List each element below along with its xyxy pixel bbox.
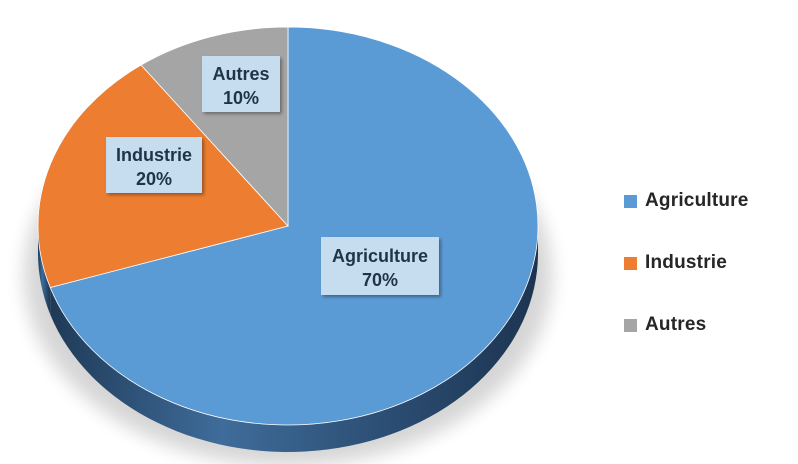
legend-label-agriculture: Agriculture: [645, 190, 749, 211]
data-label-name-autres: Autres: [212, 64, 269, 84]
data-label-value-industrie: 20%: [136, 169, 172, 189]
data-label-box-autres: [202, 56, 280, 112]
data-label-name-industrie: Industrie: [116, 145, 192, 165]
legend: Agriculture Industrie Autres: [624, 170, 794, 356]
data-label-name-agriculture: Agriculture: [332, 246, 428, 266]
legend-swatch-autres: [624, 318, 637, 332]
legend-swatch-industrie: [624, 256, 637, 270]
pie-chart: Agriculture 70% Industrie 20% Autres 10%: [24, 26, 552, 464]
data-label-agriculture: Agriculture 70%: [321, 237, 439, 295]
legend-item-industrie: Industrie: [624, 232, 794, 294]
data-label-box-industrie: [106, 137, 202, 193]
legend-item-agriculture: Agriculture: [624, 170, 794, 232]
data-label-industrie: Industrie 20%: [106, 137, 202, 193]
data-label-autres: Autres 10%: [202, 56, 280, 112]
legend-label-industrie: Industrie: [645, 252, 728, 273]
data-label-box-agriculture: [321, 237, 439, 295]
legend-swatch-agriculture: [624, 194, 637, 208]
slice-agriculture: [49, 26, 539, 426]
legend-label-autres: Autres: [645, 314, 707, 335]
data-label-value-autres: 10%: [223, 88, 259, 108]
legend-item-autres: Autres: [624, 294, 794, 356]
data-label-value-agriculture: 70%: [362, 270, 398, 290]
